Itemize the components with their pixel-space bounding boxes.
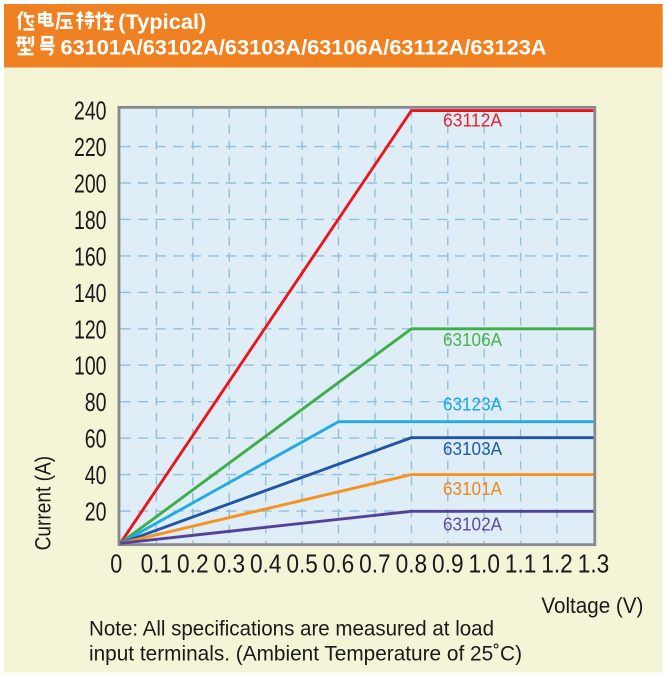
svg-text:63123A: 63123A	[443, 395, 502, 415]
svg-text:80: 80	[85, 387, 107, 417]
svg-text:1.2: 1.2	[541, 549, 573, 579]
svg-text:0.9: 0.9	[432, 549, 464, 579]
svg-text:160: 160	[74, 241, 107, 271]
svg-text:Note: All specifications are m: Note: All specifications are measured at…	[89, 617, 494, 641]
svg-text:0: 0	[110, 549, 122, 579]
svg-text:input terminals. (Ambient Temp: input terminals. (Ambient Temperature of…	[89, 641, 522, 665]
svg-text:0.6: 0.6	[323, 549, 355, 579]
svg-text:63101A: 63101A	[443, 479, 502, 499]
svg-text:140: 140	[74, 278, 107, 308]
svg-text:0.4: 0.4	[250, 549, 282, 579]
svg-text:220: 220	[74, 132, 107, 162]
svg-text:Voltage (V): Voltage (V)	[541, 593, 643, 618]
svg-text:60: 60	[85, 424, 107, 454]
svg-text:Current (A): Current (A)	[31, 456, 56, 551]
svg-text:40: 40	[85, 460, 107, 490]
svg-text:0.7: 0.7	[359, 549, 391, 579]
svg-text:63101A/63102A/63103A/63106A/63: 63101A/63102A/63103A/63106A/63112A/63123…	[61, 37, 547, 60]
svg-text:1.0: 1.0	[468, 549, 500, 579]
svg-text:0.8: 0.8	[396, 549, 428, 579]
svg-text:0.1: 0.1	[141, 549, 173, 579]
svg-text:63106A: 63106A	[443, 330, 502, 350]
svg-text:200: 200	[74, 169, 107, 199]
svg-text:180: 180	[74, 205, 107, 235]
svg-text:1.3: 1.3	[578, 549, 610, 579]
svg-text:0.2: 0.2	[177, 549, 209, 579]
svg-text:0.5: 0.5	[286, 549, 318, 579]
svg-text:63112A: 63112A	[443, 111, 502, 131]
svg-text:100: 100	[74, 351, 107, 381]
svg-text:63102A: 63102A	[443, 514, 502, 534]
svg-text:20: 20	[85, 497, 107, 527]
svg-text:240: 240	[74, 96, 107, 126]
svg-text:0.3: 0.3	[214, 549, 246, 579]
svg-text:120: 120	[74, 314, 107, 344]
svg-text:1.1: 1.1	[505, 549, 537, 579]
svg-text:63103A: 63103A	[443, 439, 502, 459]
svg-text:(Typical): (Typical)	[118, 10, 206, 34]
